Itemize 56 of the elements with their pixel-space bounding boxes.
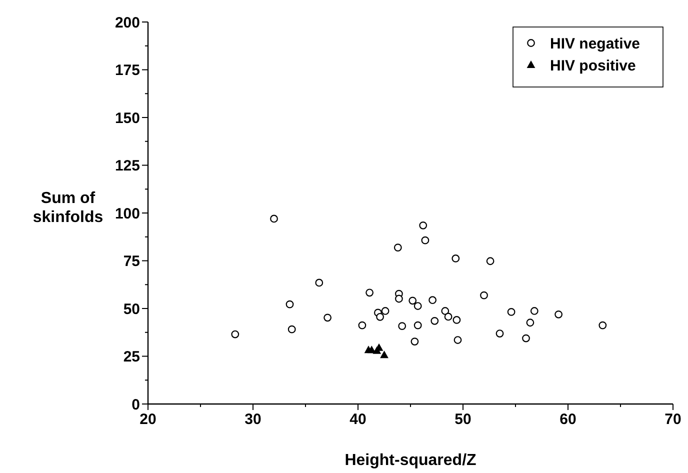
- point: [286, 300, 294, 308]
- point: [408, 296, 417, 305]
- point: [372, 346, 382, 354]
- point: [496, 330, 504, 338]
- x-axis-title: Height-squared/Z: [344, 452, 477, 469]
- x-tick-label: 50: [454, 411, 472, 428]
- y-tick-label: 50: [123, 300, 140, 318]
- point: [454, 336, 462, 344]
- point: [452, 254, 460, 262]
- y-tick-label: 25: [123, 348, 140, 366]
- point: [315, 278, 324, 287]
- point: [231, 330, 240, 338]
- legend-label: HIV negative: [550, 35, 640, 52]
- point: [441, 307, 450, 315]
- point: [444, 312, 452, 321]
- point: [419, 221, 428, 230]
- x-tick-label: 40: [350, 411, 366, 428]
- y-tick-label: 75: [123, 253, 140, 270]
- point: [530, 307, 538, 315]
- point: [598, 321, 607, 330]
- point: [381, 307, 390, 315]
- y-axis-title: Sum of skinfolds: [32, 190, 104, 226]
- point: [430, 316, 439, 325]
- point: [395, 294, 403, 303]
- point: [394, 244, 402, 252]
- point: [522, 334, 530, 342]
- point: [288, 325, 296, 334]
- point: [270, 214, 278, 223]
- point: [380, 350, 388, 358]
- point: [486, 257, 494, 266]
- point: [398, 322, 406, 330]
- point: [480, 291, 488, 300]
- y-tick-label: 125: [114, 158, 140, 174]
- x-tick-label: 70: [664, 411, 682, 428]
- point: [414, 302, 422, 310]
- y-tick-label: 150: [114, 110, 140, 127]
- point: [410, 338, 419, 346]
- y-tick-label: 175: [114, 62, 140, 79]
- point: [358, 321, 366, 330]
- point: [554, 310, 562, 318]
- point: [452, 316, 461, 324]
- legend-label: HIV positive: [550, 57, 636, 74]
- point: [366, 288, 374, 297]
- point: [507, 308, 516, 316]
- point: [421, 236, 430, 244]
- point: [428, 296, 436, 304]
- point: [414, 321, 422, 330]
- y-tick-label: 100: [114, 205, 140, 222]
- y-tick-label: 0: [132, 396, 140, 414]
- x-tick-label: 60: [560, 411, 576, 428]
- y-tick-label: 200: [114, 14, 140, 32]
- point: [526, 318, 534, 327]
- point: [376, 312, 384, 321]
- x-tick-label: 20: [140, 411, 156, 428]
- point: [324, 314, 332, 322]
- x-tick-label: 30: [244, 411, 262, 428]
